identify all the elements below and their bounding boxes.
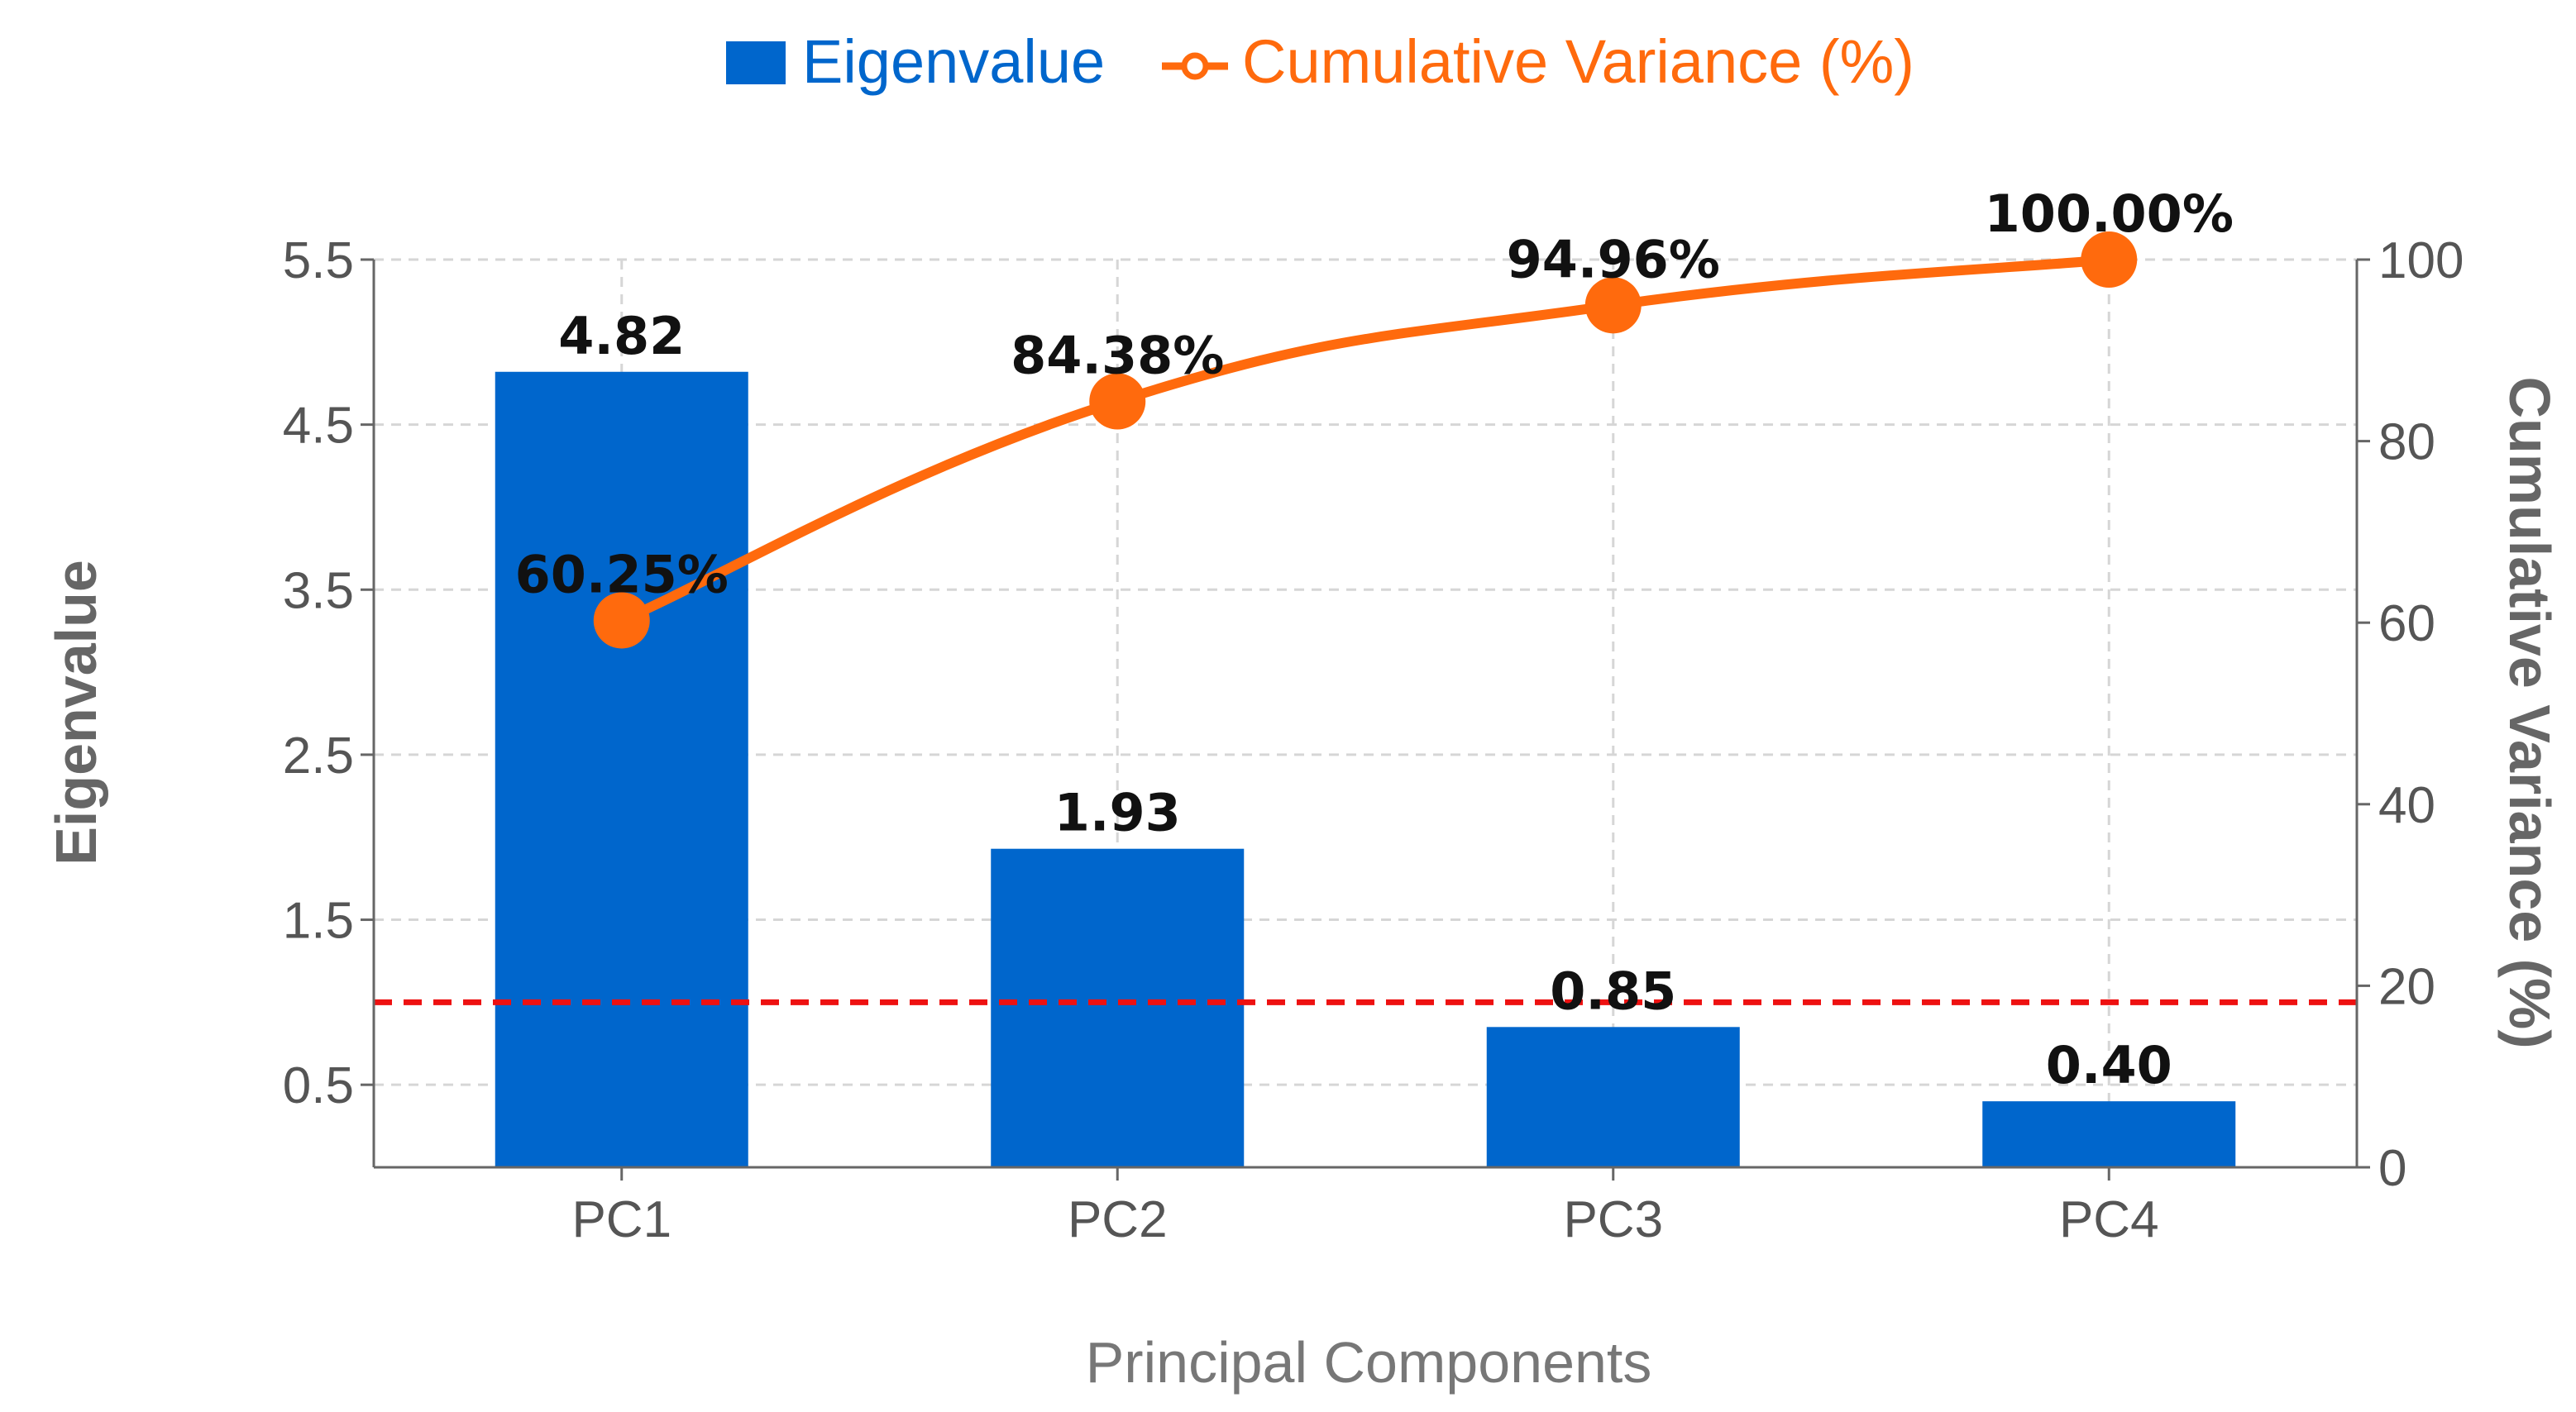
cumulative-variance-label: 60.25% bbox=[515, 544, 729, 604]
cumulative-variance-point bbox=[1584, 277, 1642, 334]
cumulative-variance-point bbox=[1089, 373, 1146, 430]
eigenvalue-bar bbox=[1982, 1101, 2236, 1167]
cumulative-variance-path bbox=[616, 255, 2115, 626]
y2-tick-label: 60 bbox=[2378, 595, 2435, 652]
eigenvalue-label: 0.40 bbox=[2046, 1035, 2172, 1095]
legend-eigenvalue-label[interactable]: Eigenvalue bbox=[802, 27, 1105, 96]
legend: Eigenvalue Cumulative Variance (%) bbox=[726, 27, 1914, 96]
eigenvalue-bar bbox=[495, 371, 748, 1168]
y2-tick-label: 80 bbox=[2378, 414, 2435, 471]
axis-titles: Principal Components Eigenvalue Cumulati… bbox=[44, 376, 2562, 1395]
cumulative-variance-line bbox=[593, 231, 2138, 649]
y-tick-label: 4.5 bbox=[283, 398, 354, 455]
x-tick-label: PC3 bbox=[1563, 1191, 1663, 1248]
x-tick-label: PC4 bbox=[2059, 1191, 2159, 1248]
y-tick-label: 3.5 bbox=[283, 562, 354, 619]
eigenvalue-label: 0.85 bbox=[1550, 961, 1676, 1021]
cumulative-variance-label: 100.00% bbox=[1985, 184, 2234, 244]
y-tick-label: 5.5 bbox=[283, 232, 354, 289]
x-tick-label: PC1 bbox=[571, 1191, 671, 1248]
cumulative-variance-point bbox=[593, 592, 650, 649]
eigenvalue-label: 1.93 bbox=[1054, 783, 1181, 843]
cumulative-variance-label: 84.38% bbox=[1011, 326, 1224, 386]
y-tick-label: 1.5 bbox=[283, 893, 354, 950]
y2-tick-label: 100 bbox=[2378, 232, 2464, 289]
legend-variance-label[interactable]: Cumulative Variance (%) bbox=[1242, 27, 1914, 96]
eigenvalue-bars bbox=[495, 371, 2236, 1168]
eigenvalue-bar bbox=[1486, 1027, 1740, 1167]
x-axis-title: Principal Components bbox=[1086, 1330, 1652, 1395]
x-tick-label: PC2 bbox=[1068, 1191, 1168, 1248]
axes: 0.5 1.5 2.5 3.5 4.5 5.5 0 20 40 60 80 100 PC1 PC2 PC3 P… bbox=[283, 232, 2464, 1248]
y-tick-label: 0.5 bbox=[283, 1057, 354, 1114]
y-axis-title: Eigenvalue bbox=[44, 560, 108, 866]
y2-axis-title: Cumulative Variance (%) bbox=[2497, 376, 2562, 1048]
y2-tick-label: 20 bbox=[2378, 958, 2435, 1015]
eigenvalue-label: 4.82 bbox=[558, 306, 685, 366]
data-labels: 4.82 1.93 0.85 0.40 60.25% 84.38% 94.96% 100.00… bbox=[515, 184, 2234, 1095]
eigenvalue-bar bbox=[991, 848, 1245, 1167]
legend-variance-marker-icon[interactable] bbox=[1181, 52, 1209, 80]
y2-tick-label: 40 bbox=[2378, 777, 2435, 834]
y-tick-label: 2.5 bbox=[283, 727, 354, 785]
y2-tick-label: 0 bbox=[2378, 1140, 2406, 1197]
cumulative-variance-label: 94.96% bbox=[1507, 229, 1720, 289]
cumulative-variance-point bbox=[2081, 231, 2138, 288]
legend-eigenvalue-swatch[interactable] bbox=[726, 41, 786, 84]
